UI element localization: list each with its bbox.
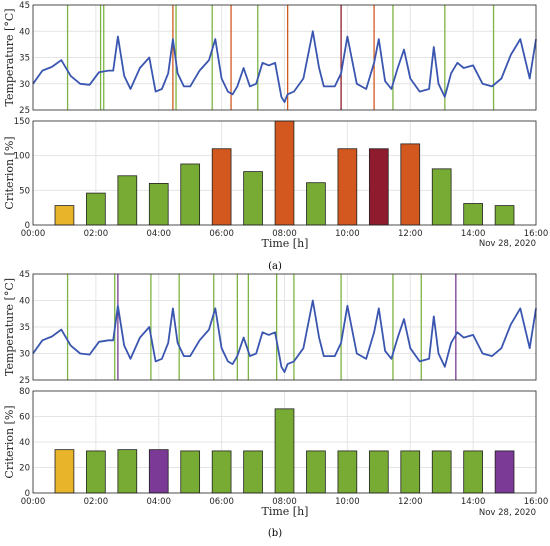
x-tick-label: 10:00 [335,229,360,239]
criterion-bar [86,450,106,494]
y-tick-label: 40 [19,27,30,37]
criterion-bar [180,450,201,494]
criterion-bar [368,148,389,226]
x-tick-label: 02:00 [84,229,109,239]
y-tick-label: 40 [19,297,30,307]
axis-frame [32,4,537,111]
x-tick-label: 06:00 [209,497,234,507]
y-tick-label: 40 [19,438,30,448]
temperature-line [32,30,537,103]
panel-a-criterion: 0 50 100 150 00:00 02:00 04:00 06:00 08:00 10:00 1… [3,117,548,239]
x-tick-label: 12:00 [398,229,423,239]
x-tick-label: 14:00 [461,497,486,507]
x-tick-label: 16:00 [524,229,549,239]
panel-b-criterion: 0 20 40 60 80 00:00 02:00 04:00 06:00 08:00 10:00 1… [3,387,548,507]
criterion-bar [400,143,421,226]
criterion-bar [274,120,295,226]
criterion-bar [337,148,358,226]
x-tick-label: 06:00 [209,229,234,239]
temperature-line [32,299,537,374]
y-tick-label: 30 [19,350,30,360]
criterion-bar [463,203,483,226]
criterion-bar [368,450,389,494]
y-axis-label: Temperature [°C] [3,8,16,106]
y-tick-label: 35 [19,54,30,64]
x-tick-label: 08:00 [272,497,297,507]
x-tick-label: 00:00 [21,497,46,507]
criterion-bar [148,182,169,226]
y-tick-label: 0 [25,221,30,231]
x-tick-label: 14:00 [461,229,486,239]
criterion-bar [54,205,75,226]
criterion-bar [243,171,263,226]
y-tick-label: 50 [19,186,30,196]
criterion-bar [243,450,263,494]
y-axis-label: Temperature [°C] [3,278,16,376]
criterion-bar [117,449,138,494]
x-tick-label: 16:00 [524,497,549,507]
axis-frame [32,120,537,226]
date-label-a: Nov 28, 2020 [479,239,536,249]
x-tick-label: 00:00 [21,229,46,239]
criterion-bar [54,449,75,494]
date-label-b: Nov 28, 2020 [479,508,536,518]
x-tick-label: 08:00 [272,229,297,239]
y-tick-label: 150 [14,117,30,127]
criterion-bar [400,450,421,494]
y-tick-label: 25 [19,376,30,386]
criterion-bar [148,449,169,494]
y-tick-label: 45 [19,1,30,11]
x-tick-label: 04:00 [147,229,172,239]
criterion-bar [431,168,452,226]
caption-a: (a) [268,261,282,272]
criterion-bar [463,450,483,494]
criterion-bar [494,205,515,226]
y-tick-label: 35 [19,323,30,333]
criterion-bar [337,450,358,494]
xlabel-b: Time [h] [262,505,309,518]
criterion-bar [117,175,138,226]
axis-frame [32,273,537,381]
x-tick-label: 02:00 [84,497,109,507]
y-tick-label: 20 [19,464,30,474]
x-tick-label: 10:00 [335,497,360,507]
criterion-bar [180,163,201,226]
criterion-bar [274,408,295,494]
y-tick-label: 30 [19,80,30,90]
y-tick-label: 45 [19,270,30,280]
y-tick-label: 60 [19,413,30,423]
x-tick-label: 12:00 [398,497,423,507]
criterion-bar [306,450,326,494]
caption-b: (b) [268,528,282,539]
y-tick-label: 0 [25,489,30,499]
criterion-bar [494,450,515,494]
axis-frame [32,390,537,494]
xlabel-a: Time [h] [262,237,309,250]
criterion-bar [211,148,232,226]
y-axis-label: Criterion [%] [3,136,16,209]
y-tick-label: 100 [14,152,30,162]
criterion-bar [211,450,232,494]
x-tick-label: 04:00 [147,497,172,507]
criterion-bar [431,450,452,494]
y-tick-label: 25 [19,106,30,116]
y-tick-label: 80 [19,387,30,397]
y-axis-label: Criterion [%] [3,405,16,478]
criterion-bar [306,182,326,226]
criterion-bar [86,192,106,226]
